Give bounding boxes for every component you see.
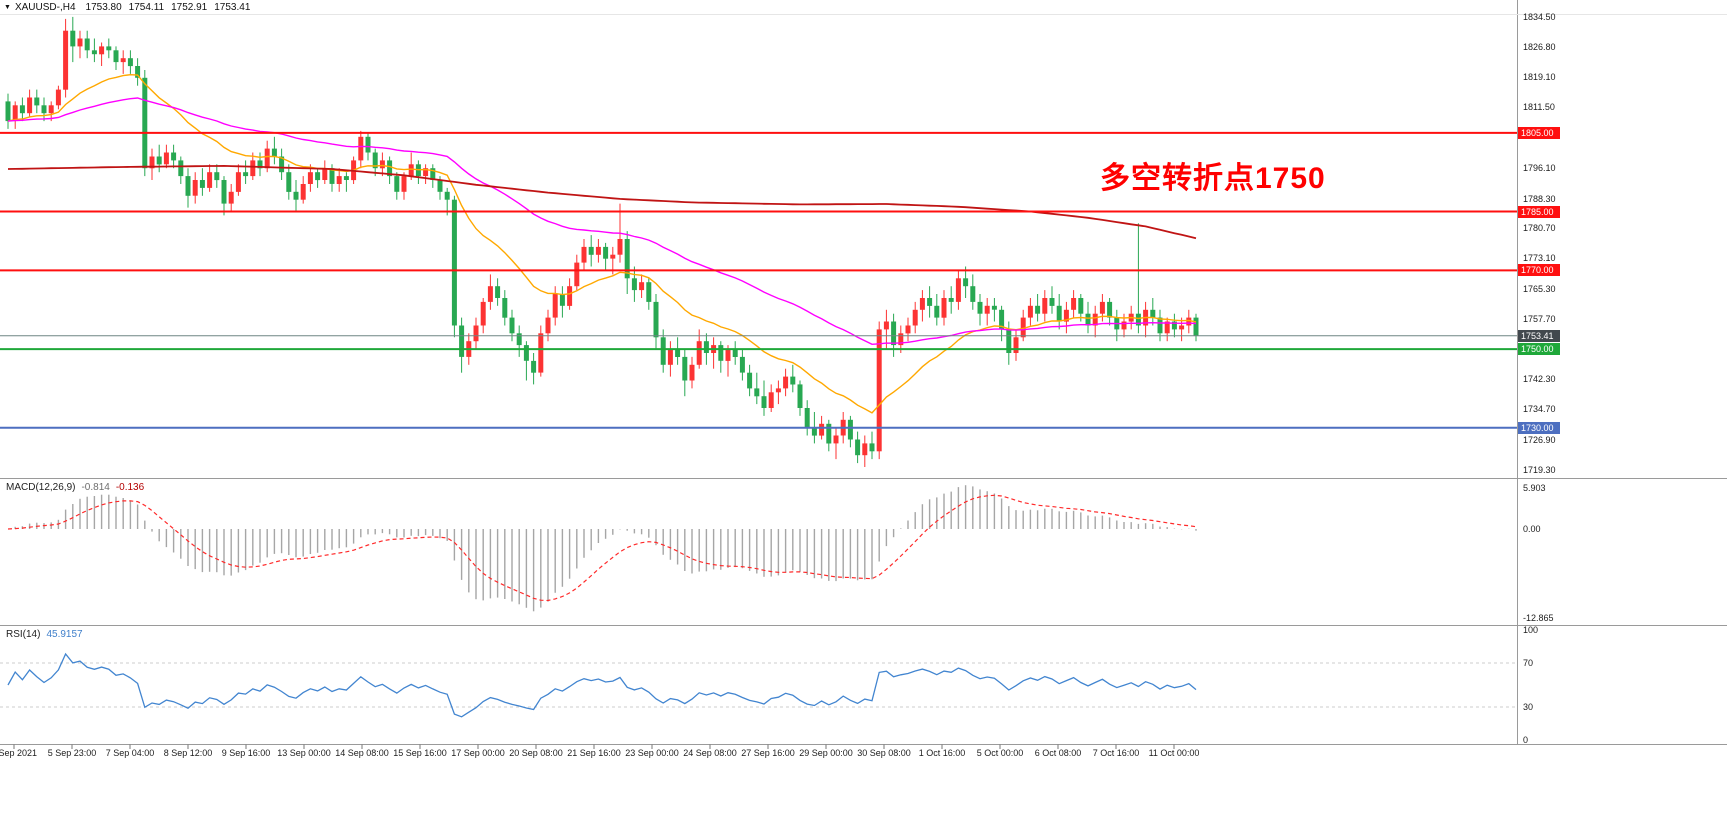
main-panel-layer [0,16,1517,467]
axis-layer [0,0,1727,749]
symbol-dropdown-icon[interactable]: ▼ [4,4,11,11]
macd-panel-layer [7,485,1197,612]
rsi-panel-layer [0,652,1517,718]
